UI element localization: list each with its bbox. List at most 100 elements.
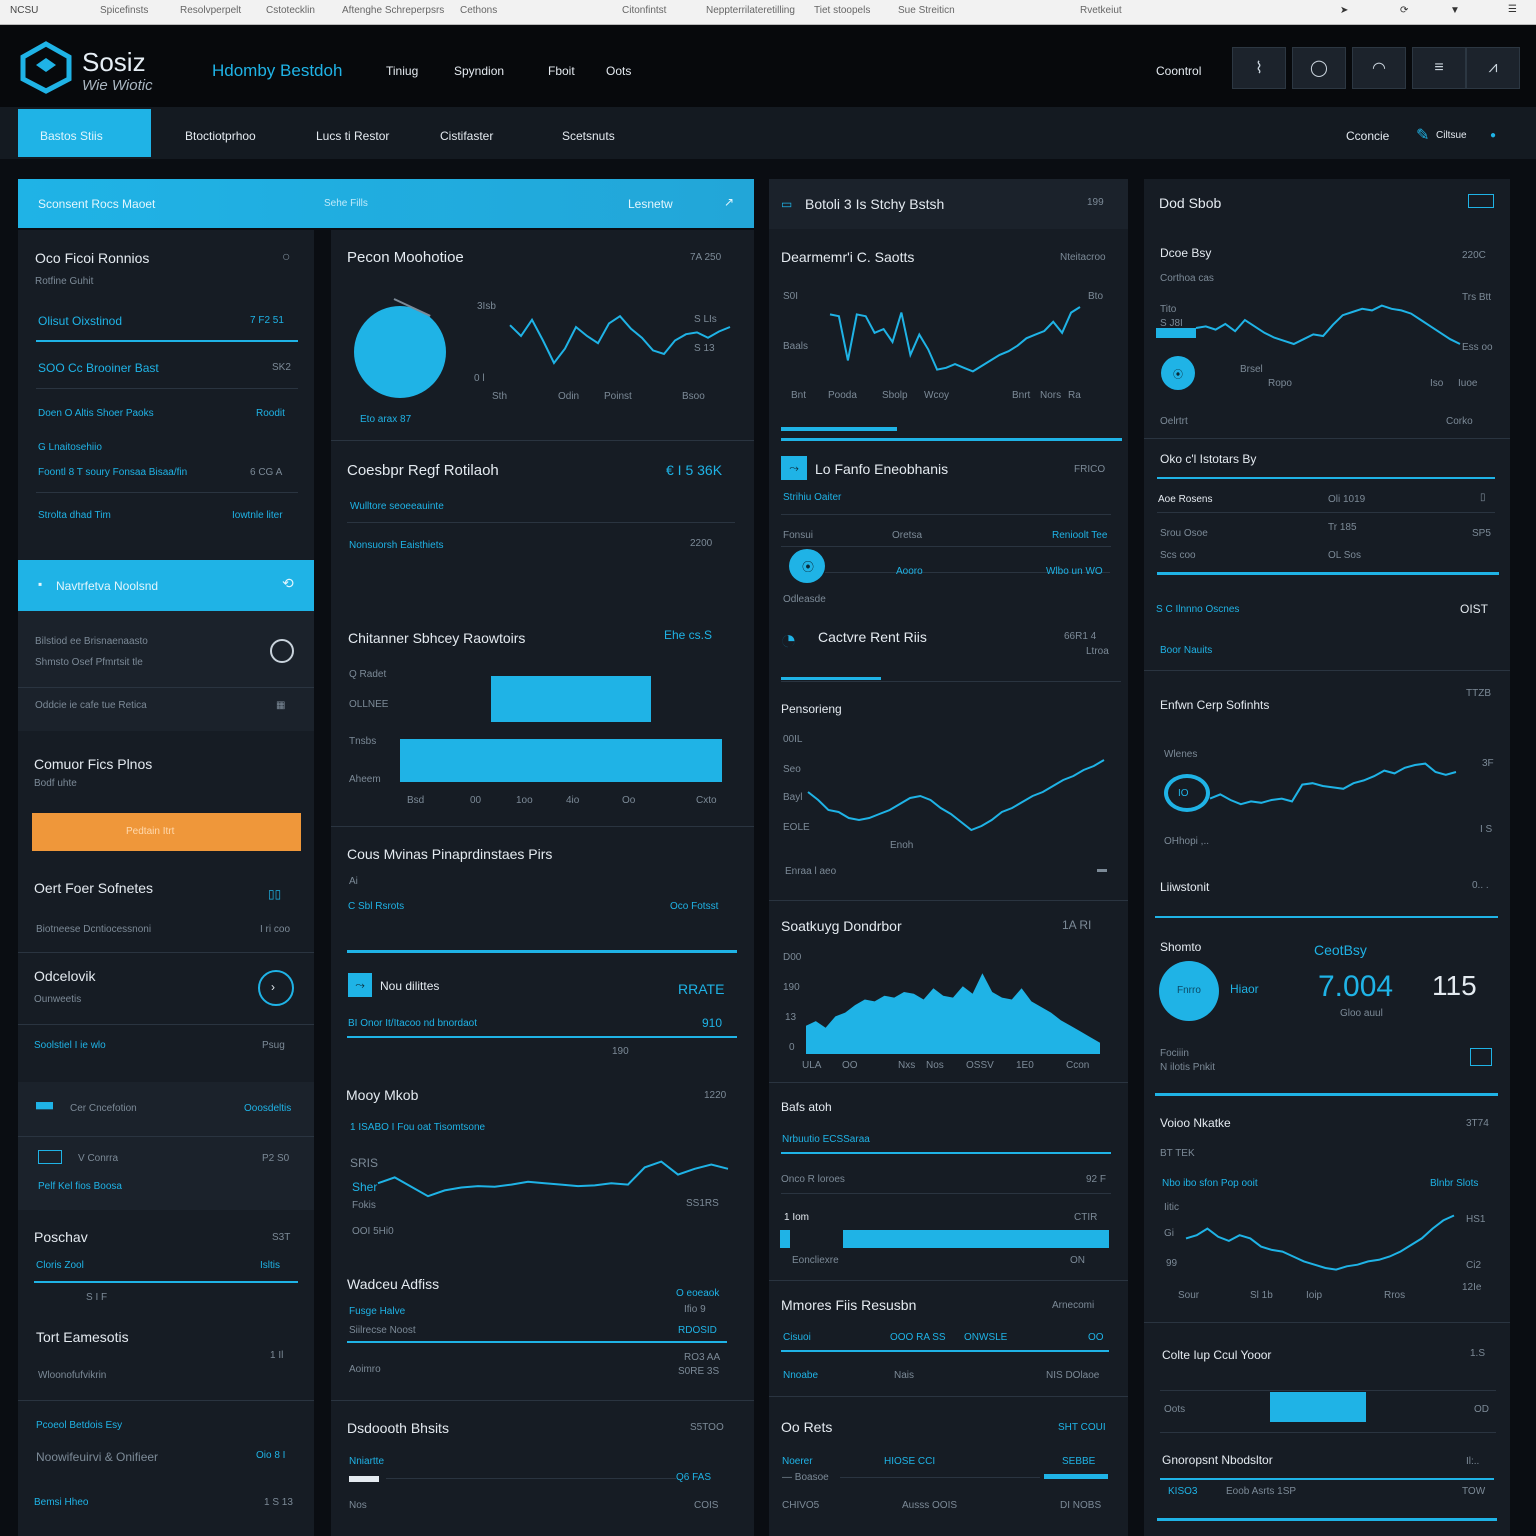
- logo-icon[interactable]: [20, 41, 72, 94]
- nav-item-2[interactable]: Spyndion: [454, 64, 505, 78]
- bookmark-icon[interactable]: ▼: [1450, 5, 1460, 16]
- wal-row-2[interactable]: Siilrecse Noost: [349, 1325, 416, 1336]
- bar-1[interactable]: [491, 676, 652, 722]
- grid-icon[interactable]: ▦: [276, 700, 286, 711]
- vn-lbl[interactable]: Nbo ibo sfon Pop ooit: [1162, 1178, 1258, 1189]
- vn-lbl-r[interactable]: Blnbr Slots: [1430, 1178, 1479, 1189]
- menu-icon[interactable]: ☰: [1508, 4, 1517, 15]
- browser-item[interactable]: Cstotecklin: [266, 5, 315, 16]
- oi-row-1-icon[interactable]: ▯: [1480, 492, 1486, 503]
- c1-x-1: Ropo: [1268, 378, 1292, 389]
- odc-link[interactable]: Soolstiel I ie wlo: [34, 1040, 106, 1051]
- rev-row-2[interactable]: Nonsuorsh Eaisthiets: [349, 540, 444, 551]
- browser-item[interactable]: Tiet stoopels: [814, 5, 871, 16]
- cat-val2: Ltroa: [1086, 646, 1109, 657]
- dst-toggle[interactable]: [349, 1476, 379, 1482]
- info-icon[interactable]: ○: [282, 248, 291, 264]
- left-row-6[interactable]: Strolta dhad Tim: [38, 510, 111, 521]
- refresh-icon[interactable]: ⟳: [1400, 5, 1409, 16]
- col4-expand-icon[interactable]: [1468, 194, 1494, 208]
- control-label[interactable]: Coontrol: [1156, 64, 1202, 78]
- foot-2[interactable]: Noowifeuirvi & Onifieer: [36, 1450, 159, 1464]
- maps-row[interactable]: C Sbl Rsrots: [348, 901, 405, 912]
- list-button[interactable]: ≡: [1412, 47, 1466, 89]
- nav-item-4[interactable]: Oots: [606, 64, 632, 78]
- pie-caption: Eto arax 87: [360, 414, 412, 425]
- rev-row-1[interactable]: Wulltore seoeeauinte: [350, 501, 444, 512]
- tab-3[interactable]: Lucs ti Restor: [316, 129, 390, 143]
- banner-right[interactable]: Lesnetw: [628, 197, 673, 211]
- left-band[interactable]: ▪ Navtrfetva Noolsnd ⟲: [18, 560, 314, 611]
- tab-2[interactable]: Btoctiotprhoo: [185, 129, 256, 143]
- nods-row[interactable]: BI Onor It/Itacoo nd bnordaot: [348, 1018, 477, 1029]
- browser-item[interactable]: Cethons: [460, 5, 498, 16]
- cb-title: Colte Iup Ccul Yooor: [1162, 1348, 1272, 1362]
- refresh-cycle-icon[interactable]: ◔: [780, 624, 797, 655]
- browser-item[interactable]: Aftenghe Schreperpsrs: [342, 5, 445, 16]
- bs-sub[interactable]: Nrbuutio ECSSaraa: [782, 1134, 870, 1145]
- tab-5[interactable]: Scetsnuts: [562, 129, 615, 143]
- enh-row: Fonsui: [783, 530, 814, 541]
- browser-item[interactable]: Resolvperpelt: [180, 5, 242, 16]
- nav-item-3[interactable]: Fboit: [548, 64, 575, 78]
- promo-button[interactable]: Pedtain Itrt: [32, 813, 301, 851]
- wal-row-1[interactable]: Fusge Halve: [349, 1306, 406, 1317]
- bar-2[interactable]: [400, 739, 722, 782]
- cursor-icon[interactable]: ➤: [1340, 5, 1349, 16]
- mr-row-1[interactable]: Cisuoi: [783, 1332, 811, 1343]
- nav-item-1[interactable]: Tiniug: [386, 64, 419, 78]
- left-row-2[interactable]: SOO Cc Brooiner Bast: [38, 361, 159, 375]
- enh-row-m: Oretsa: [892, 530, 923, 541]
- gm-row-m: Eoob Asrts 1SP: [1226, 1486, 1297, 1497]
- table-row-1[interactable]: V Conrra: [78, 1153, 119, 1164]
- ec-badge[interactable]: IO: [1164, 774, 1210, 812]
- bs-row-r: 92 F: [1086, 1174, 1107, 1185]
- browser-item[interactable]: NCSU: [10, 5, 39, 16]
- gm-val: Il:..: [1466, 1456, 1480, 1467]
- browser-item[interactable]: Spicefinsts: [100, 5, 149, 16]
- browser-item[interactable]: Sue Streiticn: [898, 5, 955, 16]
- sched-icon[interactable]: ▯▯: [268, 887, 282, 901]
- table-row-2[interactable]: Pelf Kel fios Boosa: [38, 1181, 122, 1192]
- browser-item[interactable]: Neppterrilateretilling: [706, 5, 795, 16]
- tab-4[interactable]: Cistifaster: [440, 129, 494, 143]
- sc-sub: Gloo auul: [1340, 1008, 1383, 1019]
- circle-button[interactable]: ◯: [1292, 47, 1346, 89]
- nods-icon: ⤳: [348, 973, 372, 997]
- tab-active[interactable]: Bastos Stiis: [18, 109, 151, 157]
- bs-bar-fill[interactable]: [843, 1230, 1109, 1248]
- browser-item[interactable]: Citonfintst: [622, 5, 667, 16]
- dst-row[interactable]: Nniartte: [349, 1456, 385, 1467]
- left-row-3[interactable]: Doen O Altis Shoer Paoks: [38, 408, 154, 419]
- pos-val: S3T: [272, 1232, 291, 1243]
- browser-item[interactable]: Rvetkeiut: [1080, 5, 1122, 16]
- sc-circle[interactable]: Fnrro: [1159, 961, 1219, 1021]
- pulse-button[interactable]: ⩘: [1466, 47, 1520, 89]
- sc-expand-icon[interactable]: [1470, 1048, 1492, 1066]
- pos-row[interactable]: Cloris Zool: [36, 1260, 84, 1271]
- tabs-right-label[interactable]: Cconcie: [1346, 129, 1390, 143]
- oi-row-1-m: Oli 1019: [1328, 494, 1366, 505]
- pers-caret: ▬: [1097, 864, 1107, 875]
- c1-marker[interactable]: ⦿: [1161, 356, 1195, 390]
- clock-icon[interactable]: [270, 639, 294, 663]
- left-row-1[interactable]: Olisut Oixstinod: [38, 314, 123, 328]
- enh-sub[interactable]: Strihiu Oaiter: [783, 492, 842, 503]
- banner-chevron-icon[interactable]: ↗: [724, 195, 735, 209]
- pen-icon[interactable]: ✎: [1416, 127, 1430, 144]
- oi-link-2[interactable]: Boor Nauits: [1160, 645, 1213, 656]
- wifi-button[interactable]: ◠: [1352, 47, 1406, 89]
- share-icon[interactable]: ⟲: [282, 575, 294, 591]
- foot-1[interactable]: Pcoeol Betdois Esy: [36, 1420, 123, 1431]
- tabs-right-link[interactable]: Ciltsue: [1436, 130, 1467, 141]
- foot-3[interactable]: Bemsi Hheo: [34, 1497, 89, 1508]
- enh-slider-knob[interactable]: ⦿: [789, 549, 825, 583]
- sched-row[interactable]: Biotneese Dcntiocessnoni: [36, 924, 152, 935]
- oi-link[interactable]: S C Ilnnno Oscnes: [1156, 604, 1240, 615]
- cb-bar[interactable]: [1270, 1392, 1366, 1422]
- oi-row-2-m: Tr 185: [1328, 522, 1357, 533]
- bs-bar-foot-r: ON: [1070, 1255, 1085, 1266]
- chart-button[interactable]: ⌇: [1232, 47, 1286, 89]
- left-row-5[interactable]: Foontl 8 T soury Fonsaa Bisaa/fin: [38, 467, 188, 478]
- odc-play-button[interactable]: ›: [258, 970, 294, 1006]
